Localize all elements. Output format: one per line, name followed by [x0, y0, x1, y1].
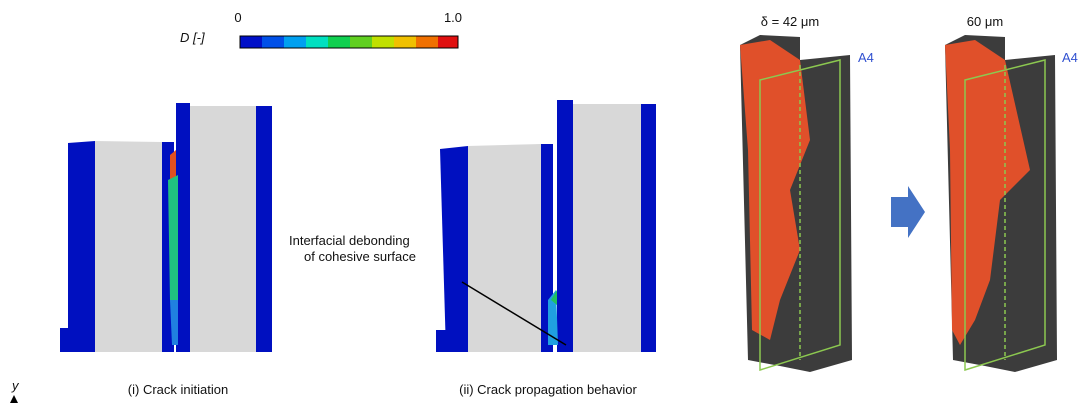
colorbar-label: D [-] — [180, 30, 205, 45]
figure: D [-] 0 1.0 (i) Crack initiation — [0, 0, 1086, 403]
panel-caption: (i) Crack initiation — [128, 382, 228, 397]
render-label: δ = 42 μm — [761, 14, 819, 29]
render-left: δ = 42 μm A4 — [740, 14, 874, 372]
arrow — [891, 186, 925, 238]
render-right: 60 μm A4 — [945, 14, 1078, 372]
simulation-panel: (i) Crack initiation — [60, 103, 272, 397]
colorbar: D [-] 0 1.0 — [180, 10, 462, 48]
plane-label: A4 — [858, 50, 874, 65]
panel-caption: (ii) Crack propagation behavior — [459, 382, 637, 397]
simulation-panel: Interfacial debonding of cohesive surfac… — [289, 100, 656, 397]
axis-label: y — [11, 378, 20, 393]
colorbar-max: 1.0 — [444, 10, 462, 25]
plane-label: A4 — [1062, 50, 1078, 65]
colorbar-min: 0 — [234, 10, 241, 25]
render-label: 60 μm — [967, 14, 1003, 29]
annotation: of cohesive surface — [304, 249, 416, 264]
annotation: Interfacial debonding — [289, 233, 410, 248]
